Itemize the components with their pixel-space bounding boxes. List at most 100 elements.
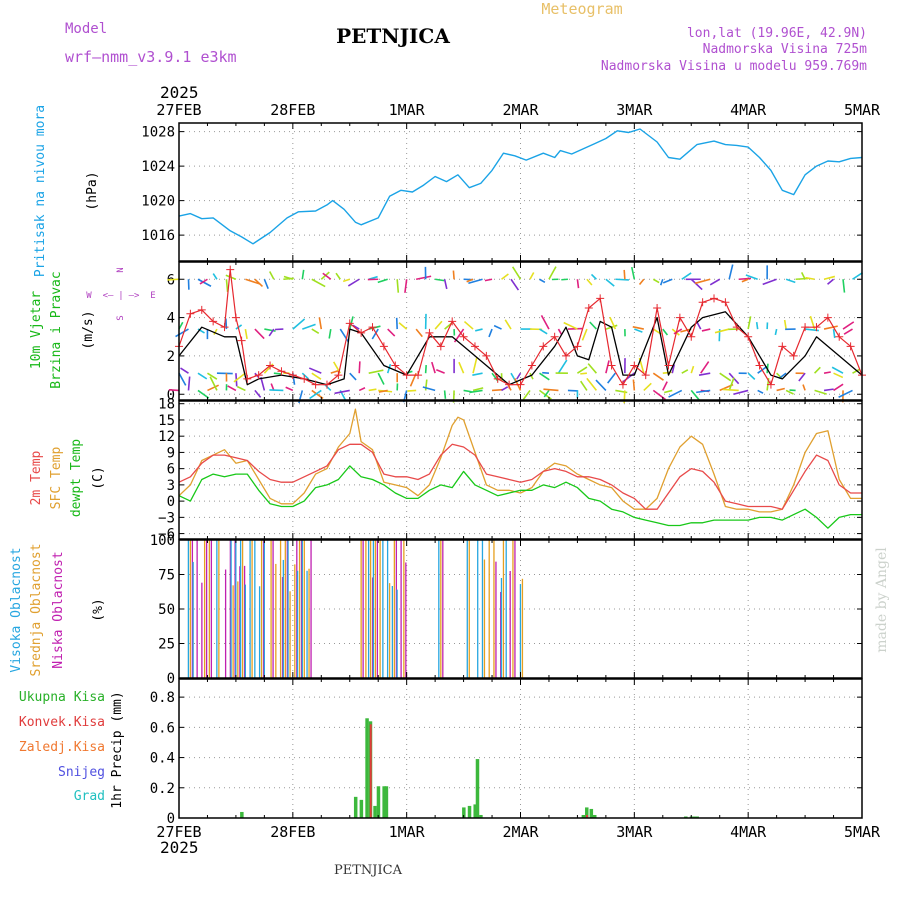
y-tick-label: 0.2 <box>150 781 175 797</box>
legend-snow: Snijeg <box>58 765 105 780</box>
date-label-bottom: 5MAR <box>844 823 881 841</box>
precip-total-bar <box>360 800 364 818</box>
precip-total-bar <box>240 812 244 818</box>
wind-arrow <box>615 279 629 280</box>
wind-label-2: Brzina i Pravac <box>49 271 64 388</box>
low-cloud-label: Niska Oblacnost <box>51 551 66 668</box>
wind-arrow <box>445 390 446 398</box>
meteogram-title: Meteogram <box>541 0 622 18</box>
model-label: Model <box>65 21 107 37</box>
date-label-top: 5MAR <box>844 101 881 119</box>
wind-arrow <box>274 373 282 374</box>
wind-arrow <box>739 278 751 279</box>
y-tick-label: 2 <box>167 349 175 365</box>
compass-e: E <box>150 291 155 301</box>
pressure-label: Pritisak na nivou mora <box>33 105 48 277</box>
y-tick-label: 4 <box>167 311 175 327</box>
date-label-bottom: 2MAR <box>502 823 539 841</box>
legend-frz-rain: Zaledj.Kisa <box>19 740 105 755</box>
y-tick-label: 1024 <box>141 159 175 175</box>
station-title: PETNJICA <box>336 24 450 48</box>
pressure-unit: (hPa) <box>85 171 100 210</box>
wind-arrow <box>577 279 578 288</box>
wind-arrow <box>580 373 587 374</box>
precip-total-bar <box>590 809 594 818</box>
wind-arrow <box>359 361 360 373</box>
date-label-top: 28FEB <box>270 101 315 119</box>
compass-w: W <box>86 291 92 301</box>
date-label-top: 4MAR <box>730 101 767 119</box>
date-label-bottom: 4MAR <box>730 823 767 841</box>
compass-bar: | <box>118 291 123 301</box>
legend-total-rain: Ukupna Kisa <box>19 690 105 705</box>
y-tick-label: 15 <box>158 413 175 429</box>
y-tick-label: 75 <box>158 568 175 584</box>
wind-arrow <box>167 279 179 280</box>
model-elevation-label: Nadmorska Visina u modelu 959.769m <box>601 59 867 74</box>
lonlat-label: lon,lat (19.96E, 42.9N) <box>687 26 867 41</box>
precip-total-bar <box>365 718 369 818</box>
y-tick-label: 0.6 <box>150 720 175 736</box>
wind-arrow <box>624 270 625 279</box>
mid-cloud-label: Srednja Oblacnost <box>29 543 44 676</box>
precip-total-bar <box>377 786 381 818</box>
date-label-top: 2MAR <box>502 101 539 119</box>
legend-hail: Grad <box>74 789 105 804</box>
compass-arrow-left: <— <box>103 291 114 301</box>
precip-total-bar <box>354 797 358 818</box>
y-tick-label: 25 <box>158 637 175 653</box>
temp-unit: (C) <box>91 466 106 489</box>
watermark: made by Angel <box>874 547 890 653</box>
wind-arrow <box>633 380 634 391</box>
y-tick-label: 0.8 <box>150 690 175 706</box>
date-label-bottom: 27FEB <box>156 823 201 841</box>
precip-conv-bar <box>370 724 372 818</box>
compass-n: N <box>116 267 126 272</box>
y-tick-label: 0 <box>167 671 175 687</box>
precip-total-bar <box>476 759 480 818</box>
cloud-unit: (%) <box>91 598 106 621</box>
y-tick-label: 0 <box>167 494 175 510</box>
year-top: 2025 <box>160 83 199 102</box>
y-tick-label: 50 <box>158 602 175 618</box>
precip-total-bar <box>373 806 377 818</box>
y-tick-label: 9 <box>167 445 175 461</box>
y-tick-label: 18 <box>158 397 175 413</box>
compass-s: S <box>116 315 126 320</box>
y-tick-label: 6 <box>167 462 175 478</box>
y-tick-label: 100 <box>150 533 175 549</box>
date-label-top: 27FEB <box>156 101 201 119</box>
wind-arrow <box>169 390 179 391</box>
high-cloud-label: Visoka Oblacnost <box>9 547 24 672</box>
date-label-top: 3MAR <box>616 101 653 119</box>
date-label-bottom: 1MAR <box>389 823 426 841</box>
wind-arrow <box>796 278 809 279</box>
y-tick-label: 1028 <box>141 125 175 141</box>
date-label-bottom: 28FEB <box>270 823 315 841</box>
elevation-label: Nadmorska Visina 725m <box>703 42 868 57</box>
temp2m-label: 2m Temp <box>29 450 44 505</box>
wind-unit: (m/s) <box>81 310 96 349</box>
y-tick-label: 1020 <box>141 194 175 210</box>
precip-total-bar <box>385 786 389 818</box>
wind-arrow <box>397 279 398 292</box>
precip-total-bar <box>468 806 472 818</box>
y-tick-label: −3 <box>158 510 175 526</box>
precip-unit: 1hr Precip (mm) <box>110 691 125 808</box>
compass-arrow-right: —> <box>129 291 140 301</box>
wind-label-1: 10m Vjetar <box>29 291 44 369</box>
sfc-temp-label: SFC Temp <box>49 447 64 510</box>
model-value: wrf—nmm_v3.9.1 e3km <box>65 48 237 66</box>
y-tick-label: 1016 <box>141 228 175 244</box>
wind-arrow <box>453 271 454 280</box>
y-tick-label: 12 <box>158 429 175 445</box>
wind-arrow <box>757 322 758 329</box>
y-tick-label: 0.4 <box>150 751 175 767</box>
date-label-bottom: 3MAR <box>616 823 653 841</box>
wind-arrow <box>723 389 739 390</box>
legend-conv-rain: Konvek.Kisa <box>19 715 105 730</box>
footer-station: PETNJICA <box>334 863 403 878</box>
date-label-top: 1MAR <box>389 101 426 119</box>
wind-arrow <box>407 390 416 391</box>
